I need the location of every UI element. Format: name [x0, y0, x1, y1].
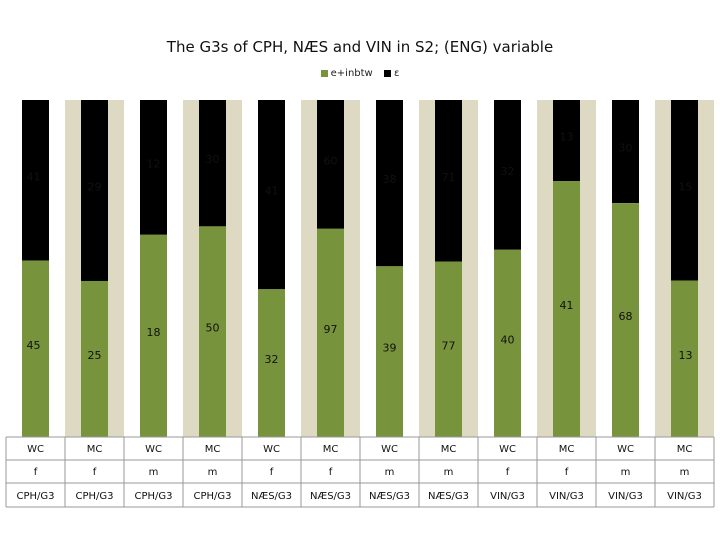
category-label-gender: m	[385, 467, 395, 478]
data-label-epsilon: 30	[619, 142, 633, 155]
data-label-e-inbtw: 45	[27, 339, 41, 352]
data-label-epsilon: 30	[206, 153, 220, 166]
legend-label-epsilon: ε	[393, 68, 400, 79]
category-label-gender: f	[329, 467, 333, 478]
bar-segment-e-inbtw	[612, 203, 639, 437]
data-label-e-inbtw: 97	[324, 323, 338, 336]
bar-segment-e-inbtw	[140, 234, 167, 437]
category-label-gender: f	[93, 467, 97, 478]
data-label-e-inbtw: 50	[206, 322, 220, 335]
legend-swatch-black	[383, 69, 391, 77]
legend-label-e-inbtw: e+inbtw	[330, 68, 373, 79]
category-label-group: VIN/G3	[549, 491, 584, 502]
category-label-gender: m	[149, 467, 159, 478]
category-label-group: VIN/G3	[667, 491, 702, 502]
legend-item-e-inbtw: e+inbtw	[320, 68, 373, 79]
bar-segment-e-inbtw	[81, 280, 108, 437]
category-label-group: VIN/G3	[608, 491, 643, 502]
category-label-gender: f	[565, 467, 569, 478]
category-label-group: NÆS/G3	[428, 491, 469, 502]
bar-segment-epsilon	[553, 100, 580, 182]
data-label-epsilon: 29	[88, 180, 102, 193]
chart-title: The G3s of CPH, NÆS and VIN in S2; (ENG)…	[166, 38, 554, 56]
bar-segment-epsilon	[612, 100, 639, 204]
category-label-group: CPH/G3	[134, 491, 172, 502]
data-label-epsilon: 32	[501, 165, 515, 178]
bar-segment-epsilon	[317, 100, 344, 229]
category-label-class: WC	[263, 444, 280, 455]
data-label-e-inbtw: 68	[619, 310, 633, 323]
category-label-class: MC	[323, 444, 339, 455]
category-label-class: WC	[617, 444, 634, 455]
category-label-class: WC	[499, 444, 516, 455]
category-label-gender: m	[680, 467, 690, 478]
legend: e+inbtw ε	[0, 68, 720, 79]
category-label-group: NÆS/G3	[369, 491, 410, 502]
bar-segment-epsilon	[435, 100, 462, 262]
category-label-class: MC	[677, 444, 693, 455]
data-label-epsilon: 12	[147, 157, 161, 170]
category-label-group: VIN/G3	[490, 491, 525, 502]
data-label-epsilon: 13	[560, 131, 574, 144]
category-label-class: WC	[381, 444, 398, 455]
bar-segment-e-inbtw	[22, 260, 49, 437]
bar-segment-epsilon	[494, 100, 521, 250]
category-label-gender: m	[621, 467, 631, 478]
category-label-class: MC	[441, 444, 457, 455]
legend-item-epsilon: ε	[383, 68, 400, 79]
data-label-epsilon: 41	[265, 185, 279, 198]
data-label-e-inbtw: 40	[501, 333, 515, 346]
category-label-group: CPH/G3	[75, 491, 113, 502]
bar-segment-e-inbtw	[435, 261, 462, 437]
category-label-group: CPH/G3	[16, 491, 54, 502]
category-label-class: MC	[87, 444, 103, 455]
category-label-gender: m	[444, 467, 454, 478]
data-label-epsilon: 71	[442, 171, 456, 184]
bar-segment-e-inbtw	[258, 289, 285, 437]
bar-segment-epsilon	[22, 100, 49, 261]
category-label-gender: f	[270, 467, 274, 478]
bar-segment-epsilon	[376, 100, 403, 267]
category-label-group: CPH/G3	[193, 491, 231, 502]
category-label-class: MC	[559, 444, 575, 455]
data-label-e-inbtw: 77	[442, 339, 456, 352]
data-label-e-inbtw: 18	[147, 326, 161, 339]
category-label-group: NÆS/G3	[310, 491, 351, 502]
bar-segment-epsilon	[671, 100, 698, 281]
data-label-e-inbtw: 41	[560, 299, 574, 312]
bar-segment-epsilon	[140, 100, 167, 235]
data-label-e-inbtw: 25	[88, 349, 102, 362]
data-label-e-inbtw: 13	[679, 349, 693, 362]
data-label-epsilon: 60	[324, 154, 338, 167]
bar-segment-epsilon	[81, 100, 108, 281]
data-label-e-inbtw: 39	[383, 342, 397, 355]
data-label-epsilon: 41	[27, 170, 41, 183]
bar-segment-epsilon	[258, 100, 285, 290]
category-label-class: MC	[205, 444, 221, 455]
bar-segment-e-inbtw	[671, 280, 698, 437]
data-label-e-inbtw: 32	[265, 353, 279, 366]
bar-segment-e-inbtw	[494, 249, 521, 437]
category-label-group: NÆS/G3	[251, 491, 292, 502]
category-label-gender: f	[34, 467, 38, 478]
bar-segment-epsilon	[199, 100, 226, 227]
category-label-gender: m	[208, 467, 218, 478]
category-label-class: WC	[145, 444, 162, 455]
data-label-epsilon: 38	[383, 173, 397, 186]
legend-swatch-green	[320, 69, 328, 77]
bar-segment-e-inbtw	[199, 226, 226, 437]
bar-segment-e-inbtw	[553, 181, 580, 437]
category-label-gender: f	[506, 467, 510, 478]
bar-segment-e-inbtw	[317, 228, 344, 437]
data-label-epsilon: 15	[679, 180, 693, 193]
category-label-class: WC	[27, 444, 44, 455]
bar-segment-e-inbtw	[376, 266, 403, 437]
